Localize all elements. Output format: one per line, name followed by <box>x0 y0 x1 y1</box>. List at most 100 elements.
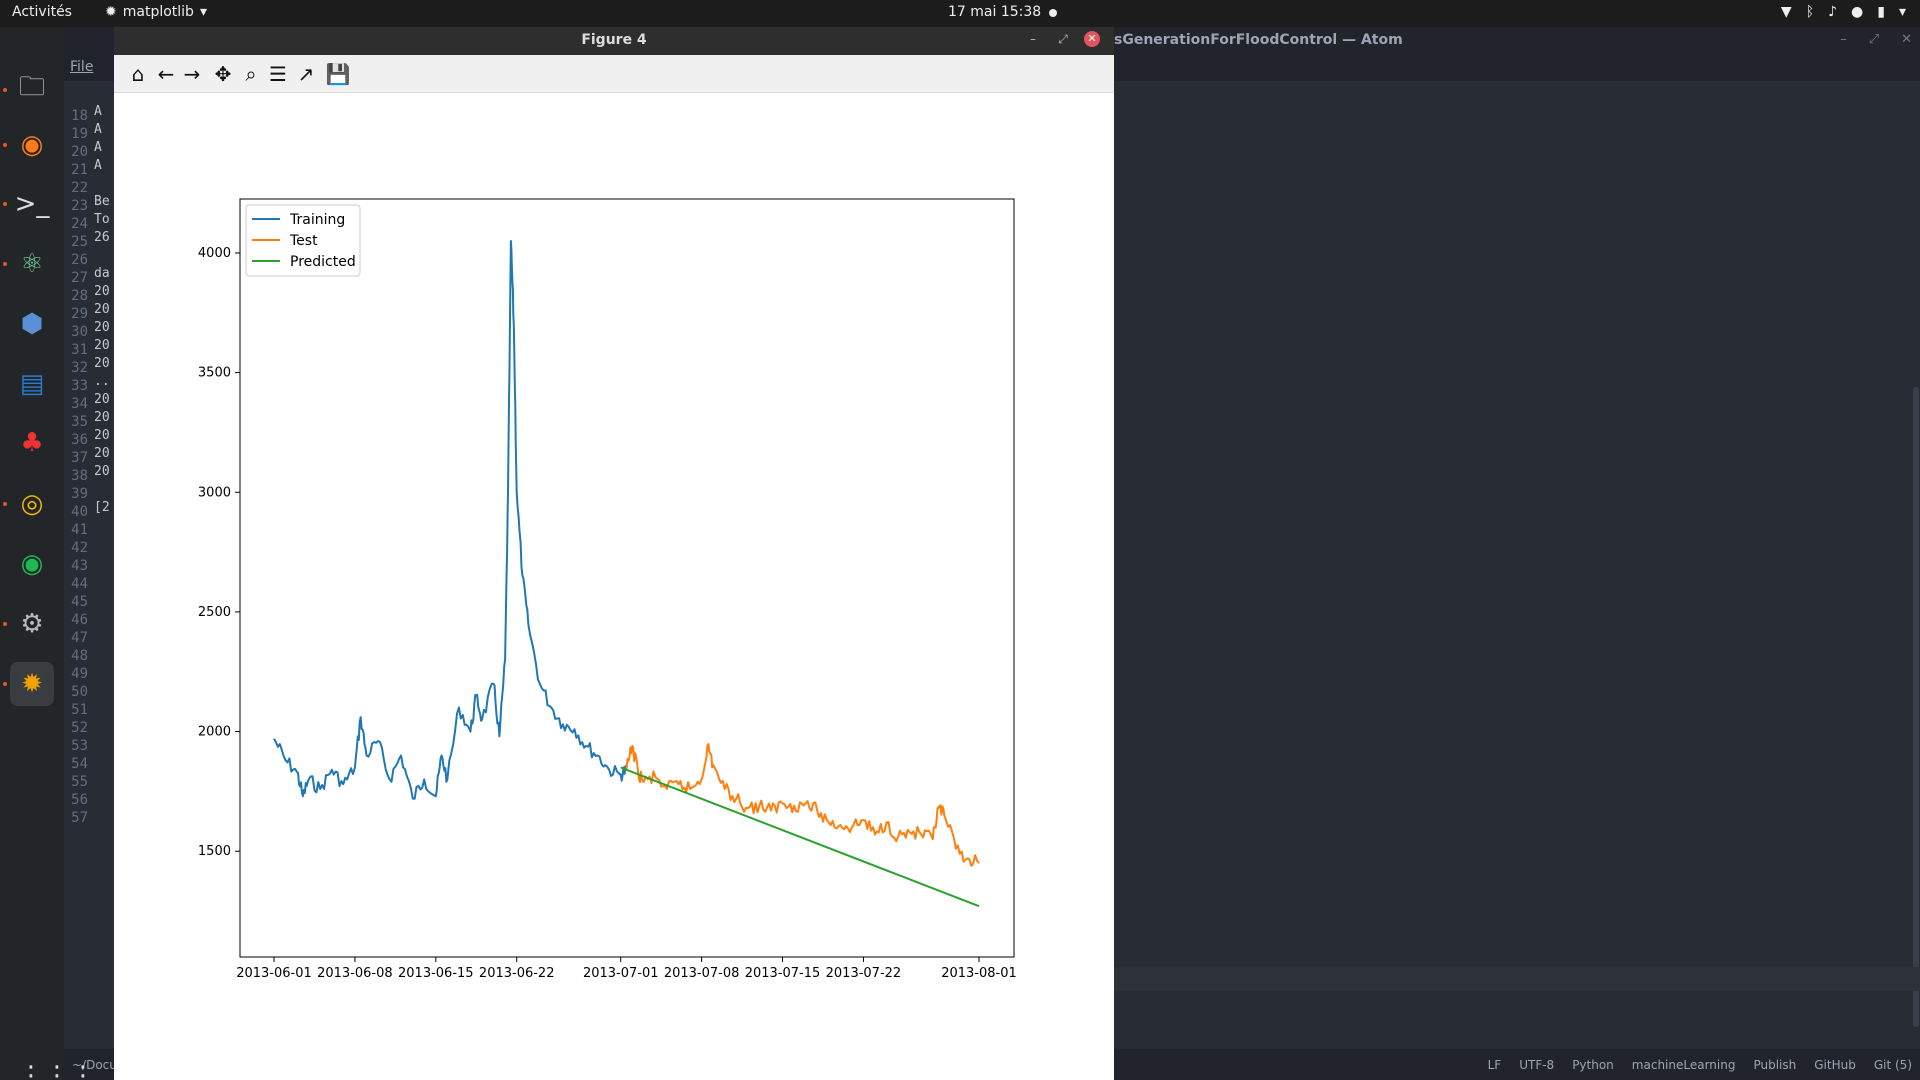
line-number: 31 <box>71 342 88 358</box>
editor-line <box>94 481 114 499</box>
series-line-training <box>273 240 628 800</box>
status-item[interactable]: Python <box>1572 1058 1614 1072</box>
clock[interactable]: 17 mai 15:38 <box>948 4 1042 20</box>
x-tick-label: 2013-07-22 <box>826 966 902 981</box>
series-line-test <box>625 743 980 867</box>
line-number: 54 <box>71 756 88 772</box>
running-indicator <box>3 622 7 626</box>
forward-icon[interactable]: → <box>183 62 201 86</box>
line-number: 49 <box>71 666 88 682</box>
editor-line: 20 <box>94 410 110 425</box>
line-number: 55 <box>71 774 88 790</box>
editor-line: 20 <box>94 428 110 443</box>
terminal-icon[interactable]: >_ <box>14 189 50 219</box>
editor-line: 20 <box>94 320 110 335</box>
microphone-icon: ● <box>1851 4 1864 20</box>
status-item[interactable]: Publish <box>1753 1058 1797 1072</box>
x-tick-label: 2013-06-15 <box>398 966 474 981</box>
line-number: 41 <box>71 522 88 538</box>
figure-window-controls: – ⤢ ✕ <box>1024 31 1100 47</box>
line-number: 38 <box>71 468 88 484</box>
figure-titlebar: Figure 4 – ⤢ ✕ <box>114 27 1114 55</box>
volume-icon: ♪ <box>1828 4 1838 20</box>
editor-line <box>94 247 114 265</box>
status-path[interactable]: ~/Docu <box>72 1058 117 1072</box>
save-icon[interactable]: 💾 <box>325 62 351 86</box>
editor-line: 20 <box>94 338 110 353</box>
line-number: 26 <box>71 252 88 268</box>
activities-button[interactable]: Activités <box>12 4 72 20</box>
editor-line: .. <box>94 374 110 389</box>
line-number: 21 <box>71 162 88 178</box>
x-tick-label: 2013-08-01 <box>941 966 1017 981</box>
editor-scrollbar[interactable] <box>1913 387 1919 1027</box>
editor-line: To <box>94 212 110 227</box>
minimize-icon[interactable]: – <box>1840 32 1847 47</box>
line-number-gutter: 18 19 20 21 22 23 24 25 26 27 28 29 30 31 32 33 34 35 36 37… <box>64 107 92 1047</box>
edit-axis-icon[interactable]: ↗ <box>297 62 315 86</box>
line-number: 22 <box>71 180 88 196</box>
spotify-icon[interactable]: ◉ <box>20 549 44 579</box>
editor-line: 20 <box>94 356 110 371</box>
line-number: 33 <box>71 378 88 394</box>
x-tick-label: 2013-07-08 <box>664 966 740 981</box>
status-item[interactable]: UTF-8 <box>1519 1058 1555 1072</box>
app-menu-label: matplotlib <box>122 4 194 20</box>
back-icon[interactable]: ← <box>157 62 175 86</box>
minimize-icon[interactable]: – <box>1030 32 1036 46</box>
chevron-down-icon: ▾ <box>199 4 207 20</box>
status-item[interactable]: machineLearning <box>1631 1058 1736 1072</box>
settings-icon[interactable]: ⚙ <box>20 609 44 639</box>
editor-line: 20 <box>94 284 110 299</box>
status-item[interactable]: Git (5) <box>1873 1058 1912 1072</box>
virtualbox-icon[interactable]: ⬢ <box>20 309 44 339</box>
atom-window-title: sGenerationForFloodControl — Atom <box>1114 32 1403 48</box>
y-tick-label: 3500 <box>198 366 231 381</box>
writer-icon[interactable]: ▤ <box>19 369 45 399</box>
running-indicator <box>3 202 7 206</box>
bluetooth-icon: ᛒ <box>1805 4 1815 20</box>
dock: 🗀 ◉ >_ ⚛ ⬢ ▤ ♣ ◎ ◉ ⚙ ✹ ⋮⋮⋮ <box>0 27 96 1080</box>
editor-line <box>94 175 114 193</box>
line-number: 20 <box>71 144 88 160</box>
legend-label: Test <box>289 233 318 249</box>
maximize-icon[interactable]: ⤢ <box>1058 31 1068 46</box>
popcorn-icon[interactable]: ♣ <box>20 428 44 458</box>
show-applications-icon[interactable]: ⋮⋮⋮ <box>18 1061 96 1080</box>
line-number: 52 <box>71 720 88 736</box>
chrome-icon[interactable]: ◎ <box>20 489 44 519</box>
matplotlib-icon[interactable]: ✹ <box>10 662 54 706</box>
zoom-icon[interactable]: ⌕ <box>245 62 257 86</box>
close-icon[interactable]: ✕ <box>1901 32 1912 47</box>
menu-file[interactable]: File <box>70 59 94 75</box>
legend-box <box>245 204 361 277</box>
editor-line: [2 <box>94 500 110 515</box>
line-number: 35 <box>71 414 88 430</box>
atom-bottom-panel <box>1114 967 1920 991</box>
system-tray[interactable]: ▼ ᛒ ♪ ● ▮ ▾ <box>1781 4 1906 20</box>
home-icon[interactable]: ⌂ <box>131 62 145 86</box>
running-indicator <box>3 143 7 147</box>
line-number: 27 <box>71 270 88 286</box>
app-menu[interactable]: ✹ matplotlib ▾ <box>105 4 207 20</box>
status-item[interactable]: LF <box>1487 1058 1502 1072</box>
y-tick-label: 2000 <box>198 725 231 740</box>
atom-icon[interactable]: ⚛ <box>20 249 44 279</box>
status-item[interactable]: GitHub <box>1814 1058 1856 1072</box>
maximize-icon[interactable]: ⤢ <box>1868 32 1880 47</box>
figure-toolbar: ⌂ ← → ✥ ⌕ ☰ ↗ 💾 <box>114 55 1114 93</box>
plot-canvas[interactable]: 1500 2000 2500 3000 3500 4000 2013-06-01 2013-0… <box>114 93 1114 1080</box>
configure-subplots-icon[interactable]: ☰ <box>269 62 287 86</box>
matplotlib-icon: ✹ <box>105 4 117 20</box>
y-tick-label: 3000 <box>198 485 231 500</box>
pan-icon[interactable]: ✥ <box>214 62 232 86</box>
editor-line: A <box>94 104 102 119</box>
close-icon[interactable]: ✕ <box>1084 31 1100 47</box>
line-number: 42 <box>71 540 88 556</box>
line-number: 25 <box>71 234 88 250</box>
line-number: 39 <box>71 486 88 502</box>
firefox-icon[interactable]: ◉ <box>20 130 44 160</box>
files-icon[interactable]: 🗀 <box>18 72 45 102</box>
line-number: 18 <box>71 108 88 124</box>
